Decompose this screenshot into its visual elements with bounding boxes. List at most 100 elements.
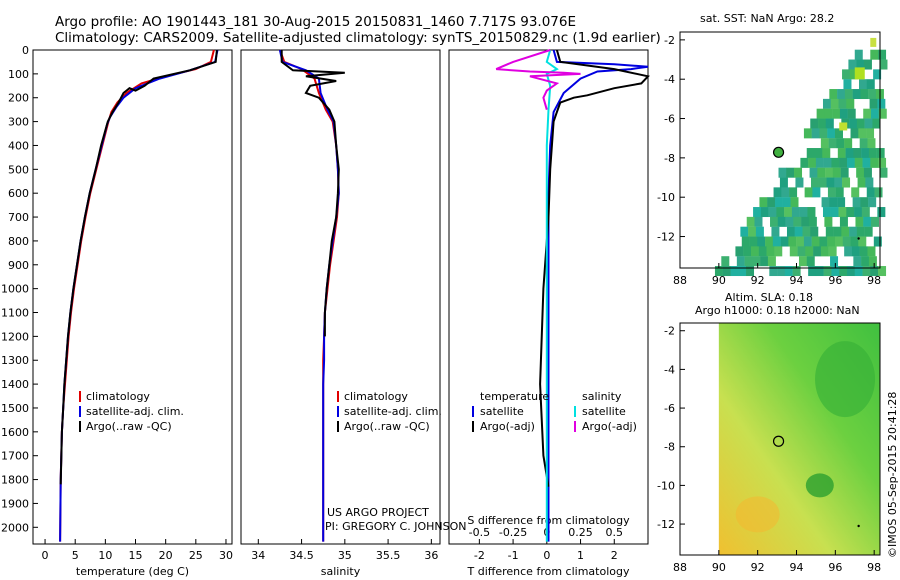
sst-cell xyxy=(789,187,798,198)
x-tick-label: 25 xyxy=(189,549,203,562)
x-tick-label: 35.5 xyxy=(376,549,401,562)
sst-cell xyxy=(867,138,876,149)
sst-cell xyxy=(774,197,783,208)
profile-title: Argo profile: AO 1901443_181 30-Aug-2015… xyxy=(55,14,577,30)
sst-cell xyxy=(830,256,839,267)
legend-label: satellite xyxy=(480,405,524,418)
sst-cell xyxy=(877,98,886,109)
sla-high xyxy=(735,496,780,533)
sst-cell xyxy=(848,59,857,70)
map-y-tick-label: -2 xyxy=(664,34,675,47)
series-line-T satellite xyxy=(547,49,649,542)
sst-cell xyxy=(807,207,816,218)
series-line-Argo(..raw -QC) xyxy=(59,49,218,485)
map-x-tick-label: 90 xyxy=(712,561,726,574)
sst-cell xyxy=(873,236,882,247)
sst-cell xyxy=(782,197,791,208)
sst-cell xyxy=(826,177,835,188)
sst-cell xyxy=(827,128,836,139)
sst-cell xyxy=(758,246,767,257)
sst-cell xyxy=(842,177,851,188)
sst-cell xyxy=(750,246,759,257)
depth-tick-label: 1800 xyxy=(1,474,29,487)
sst-cell xyxy=(878,157,887,168)
sst-cell xyxy=(861,256,870,267)
track-dot xyxy=(857,237,860,240)
sla-eddy xyxy=(805,473,834,498)
depth-tick-label: 1400 xyxy=(1,378,29,391)
map-frame xyxy=(679,31,881,269)
sst-cell xyxy=(878,266,887,277)
sst-cell xyxy=(808,266,817,277)
sst-cell xyxy=(869,98,878,109)
map-frame xyxy=(679,322,881,556)
sst-cell xyxy=(831,157,840,168)
sst-cell xyxy=(868,89,877,100)
sst-cell xyxy=(820,138,829,149)
sst-cell xyxy=(834,128,843,139)
depth-tick-label: 1300 xyxy=(1,354,29,367)
sst-cell xyxy=(808,157,817,168)
sst-cell xyxy=(865,177,874,188)
sst-cell xyxy=(831,266,840,277)
legend-label: satellite-adj. clim. xyxy=(86,405,184,418)
sst-cell xyxy=(791,207,800,218)
depth-tick-label: 400 xyxy=(8,139,29,152)
sst-cell xyxy=(803,128,812,139)
pi-label: PI: GREGORY C. JOHNSON xyxy=(325,520,466,533)
map-y-tick-label: -8 xyxy=(664,152,675,165)
sst-cell xyxy=(736,256,745,267)
sst-cell xyxy=(804,187,813,198)
sst-cell xyxy=(778,167,787,178)
map-x-tick-label: 96 xyxy=(828,274,842,287)
sst-cell xyxy=(852,197,861,208)
sst-cell xyxy=(786,167,795,178)
legend-label: climatology xyxy=(86,390,150,403)
sst-cell xyxy=(754,216,763,227)
sst-cell xyxy=(870,49,879,60)
sst-cell xyxy=(820,246,829,257)
sst-cell xyxy=(794,226,803,237)
sst-cell xyxy=(722,266,731,277)
sst-cell xyxy=(757,236,766,247)
sst-cell xyxy=(818,118,827,129)
sst-cell xyxy=(825,226,834,237)
sst-cell xyxy=(866,79,875,90)
sst-cell xyxy=(768,207,777,218)
depth-tick-label: 300 xyxy=(8,116,29,129)
sst-cell xyxy=(749,236,758,247)
sst-cell xyxy=(870,108,879,119)
sst-cell xyxy=(746,266,755,277)
sst-cell xyxy=(828,138,837,149)
map-y-tick-label: -10 xyxy=(657,191,675,204)
sst-cell xyxy=(797,246,806,257)
argo-float-marker xyxy=(772,435,785,447)
sst-cell xyxy=(846,157,855,168)
map-x-tick-label: 92 xyxy=(751,561,765,574)
sst-cell xyxy=(839,157,848,168)
depth-tick-label: 1600 xyxy=(1,426,29,439)
sst-cell xyxy=(769,266,778,277)
sst-cell xyxy=(839,122,848,131)
sst-cell xyxy=(863,216,872,227)
sst-cell xyxy=(795,177,804,188)
sst-cell xyxy=(760,207,769,218)
sst-cell xyxy=(796,236,805,247)
sst-cell xyxy=(818,177,827,188)
sst-cell xyxy=(781,187,790,198)
sst-cell xyxy=(856,59,865,70)
sst-cell xyxy=(832,108,841,119)
sst-cell xyxy=(753,207,762,218)
series-line-T Argo(-adj) xyxy=(539,49,650,487)
sla-low xyxy=(815,341,876,418)
sst-cell xyxy=(786,226,795,237)
sst-cell xyxy=(771,226,780,237)
sst-cell xyxy=(853,256,862,267)
plot-frame-temperature xyxy=(32,49,233,545)
sst-cell xyxy=(858,128,867,139)
sst-cell xyxy=(759,197,768,208)
sst-cell xyxy=(839,108,848,119)
legend-label: satellite xyxy=(582,405,626,418)
sst-cell xyxy=(789,246,798,257)
plot-frame-salinity xyxy=(240,49,441,545)
